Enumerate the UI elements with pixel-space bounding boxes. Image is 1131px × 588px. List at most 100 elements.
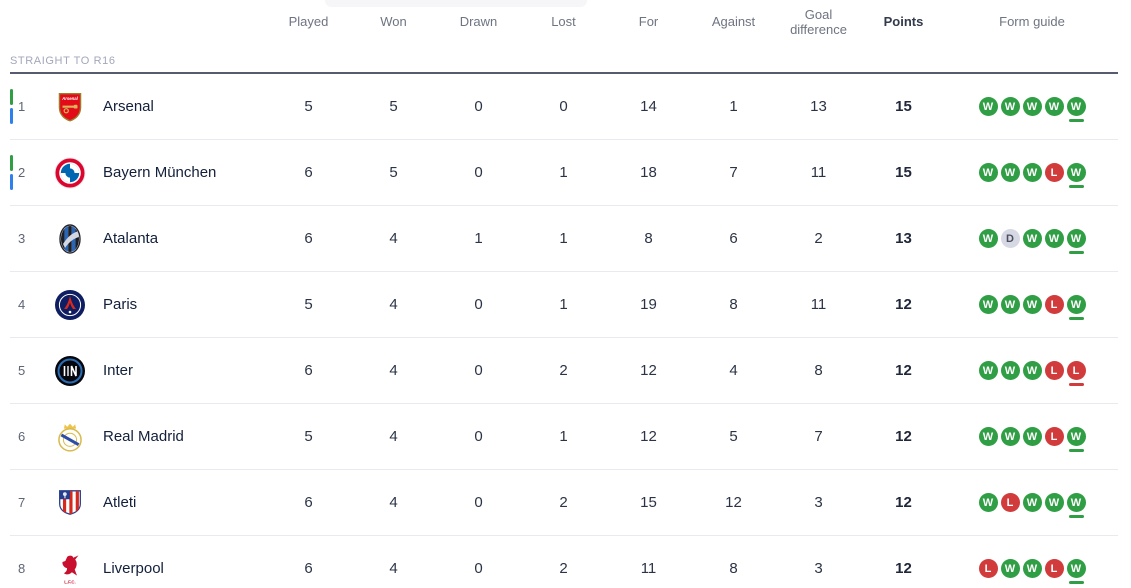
stat-against: 1 [729,98,738,115]
stat-drawn: 0 [474,560,483,577]
stat-played: 6 [304,494,313,511]
qualified-indicator-green [10,155,13,171]
stat-gd: 7 [814,428,823,445]
stat-gd: 13 [810,98,827,115]
column-header-for: For [638,14,659,30]
form-badge-w: W [1022,493,1042,512]
stat-for: 18 [640,164,657,181]
stat-won: 4 [389,428,398,445]
qualified-indicator-blue [10,108,13,124]
team-name[interactable]: Liverpool [103,560,164,577]
stat-won: 4 [389,362,398,379]
rank-indicator [10,155,13,190]
qualified-indicator-blue [10,174,13,190]
stat-played: 6 [304,560,313,577]
svg-text:Arsenal: Arsenal [61,95,79,100]
form-badge-d: D [1000,229,1020,248]
team-name[interactable]: Paris [103,296,138,313]
stat-for: 11 [640,560,657,577]
column-header-drawn: Drawn [459,14,498,30]
form-badge-w: W [1022,427,1042,446]
stat-gd: 11 [810,164,827,181]
team-name[interactable]: Atalanta [103,230,159,247]
team-name[interactable]: Real Madrid [103,428,184,445]
stat-lost: 2 [559,362,568,379]
stat-lost: 1 [559,230,568,247]
stat-lost: 2 [559,560,568,577]
qualified-indicator-green [10,89,13,105]
form-badge-w: W [1044,229,1064,248]
form-badge-l: L [1044,559,1064,578]
stat-for: 12 [640,428,657,445]
stat-gd: 3 [814,560,823,577]
stat-lost: 1 [559,428,568,445]
stat-against: 8 [729,560,738,577]
form-badge-w: W [1022,559,1042,578]
stat-for: 8 [644,230,653,247]
form-badge-l: L [1044,163,1064,182]
section-label: STRAIGHT TO R16 [10,55,116,67]
stat-drawn: 0 [474,164,483,181]
stat-points: 12 [895,428,912,445]
stat-drawn: 0 [474,362,483,379]
rank-number: 2 [18,165,26,180]
form-badge-w: W [1022,295,1042,314]
form-badge-w: W [1022,97,1042,116]
form-badge-w: W [1066,163,1086,188]
bayern-logo [48,157,92,189]
stat-gd: 8 [814,362,823,379]
rank-number: 1 [18,99,26,114]
form-badge-w: W [1066,493,1086,518]
liverpool-logo: L.F.C. [48,553,92,585]
form-badge-l: L [1066,361,1086,386]
form-badge-w: W [1044,493,1064,512]
form-badge-w: W [1066,97,1086,122]
team-name[interactable]: Inter [103,362,134,379]
stat-won: 5 [389,164,398,181]
form-badge-w: W [1066,229,1086,254]
stat-points: 12 [895,494,912,511]
stat-drawn: 0 [474,98,483,115]
atalanta-logo [48,223,92,255]
stat-points: 12 [895,296,912,313]
rank-number: 8 [18,561,26,576]
rank-number: 3 [18,231,26,246]
form-badge-l: L [978,559,998,578]
paris-logo [48,289,92,321]
column-header-against: Against [711,14,756,30]
form-badge-w: W [978,97,998,116]
rank-number: 4 [18,297,26,312]
arsenal-logo: Arsenal [48,91,92,123]
stat-lost: 0 [559,98,568,115]
svg-text:L.F.C.: L.F.C. [64,579,75,584]
rank-indicator [10,89,13,124]
column-header-points: Points [883,14,924,30]
team-name[interactable]: Bayern München [103,164,217,181]
stat-gd: 3 [814,494,823,511]
team-name[interactable]: Arsenal [103,98,154,115]
stat-won: 5 [389,98,398,115]
form-badge-w: W [978,361,998,380]
form-badge-w: W [1044,97,1064,116]
team-name[interactable]: Atleti [103,494,137,511]
stat-points: 15 [895,164,912,181]
stat-drawn: 0 [474,296,483,313]
form-badge-w: W [1066,427,1086,452]
form-badge-w: W [1000,427,1020,446]
form-badge-l: L [1000,493,1020,512]
stat-lost: 1 [559,296,568,313]
